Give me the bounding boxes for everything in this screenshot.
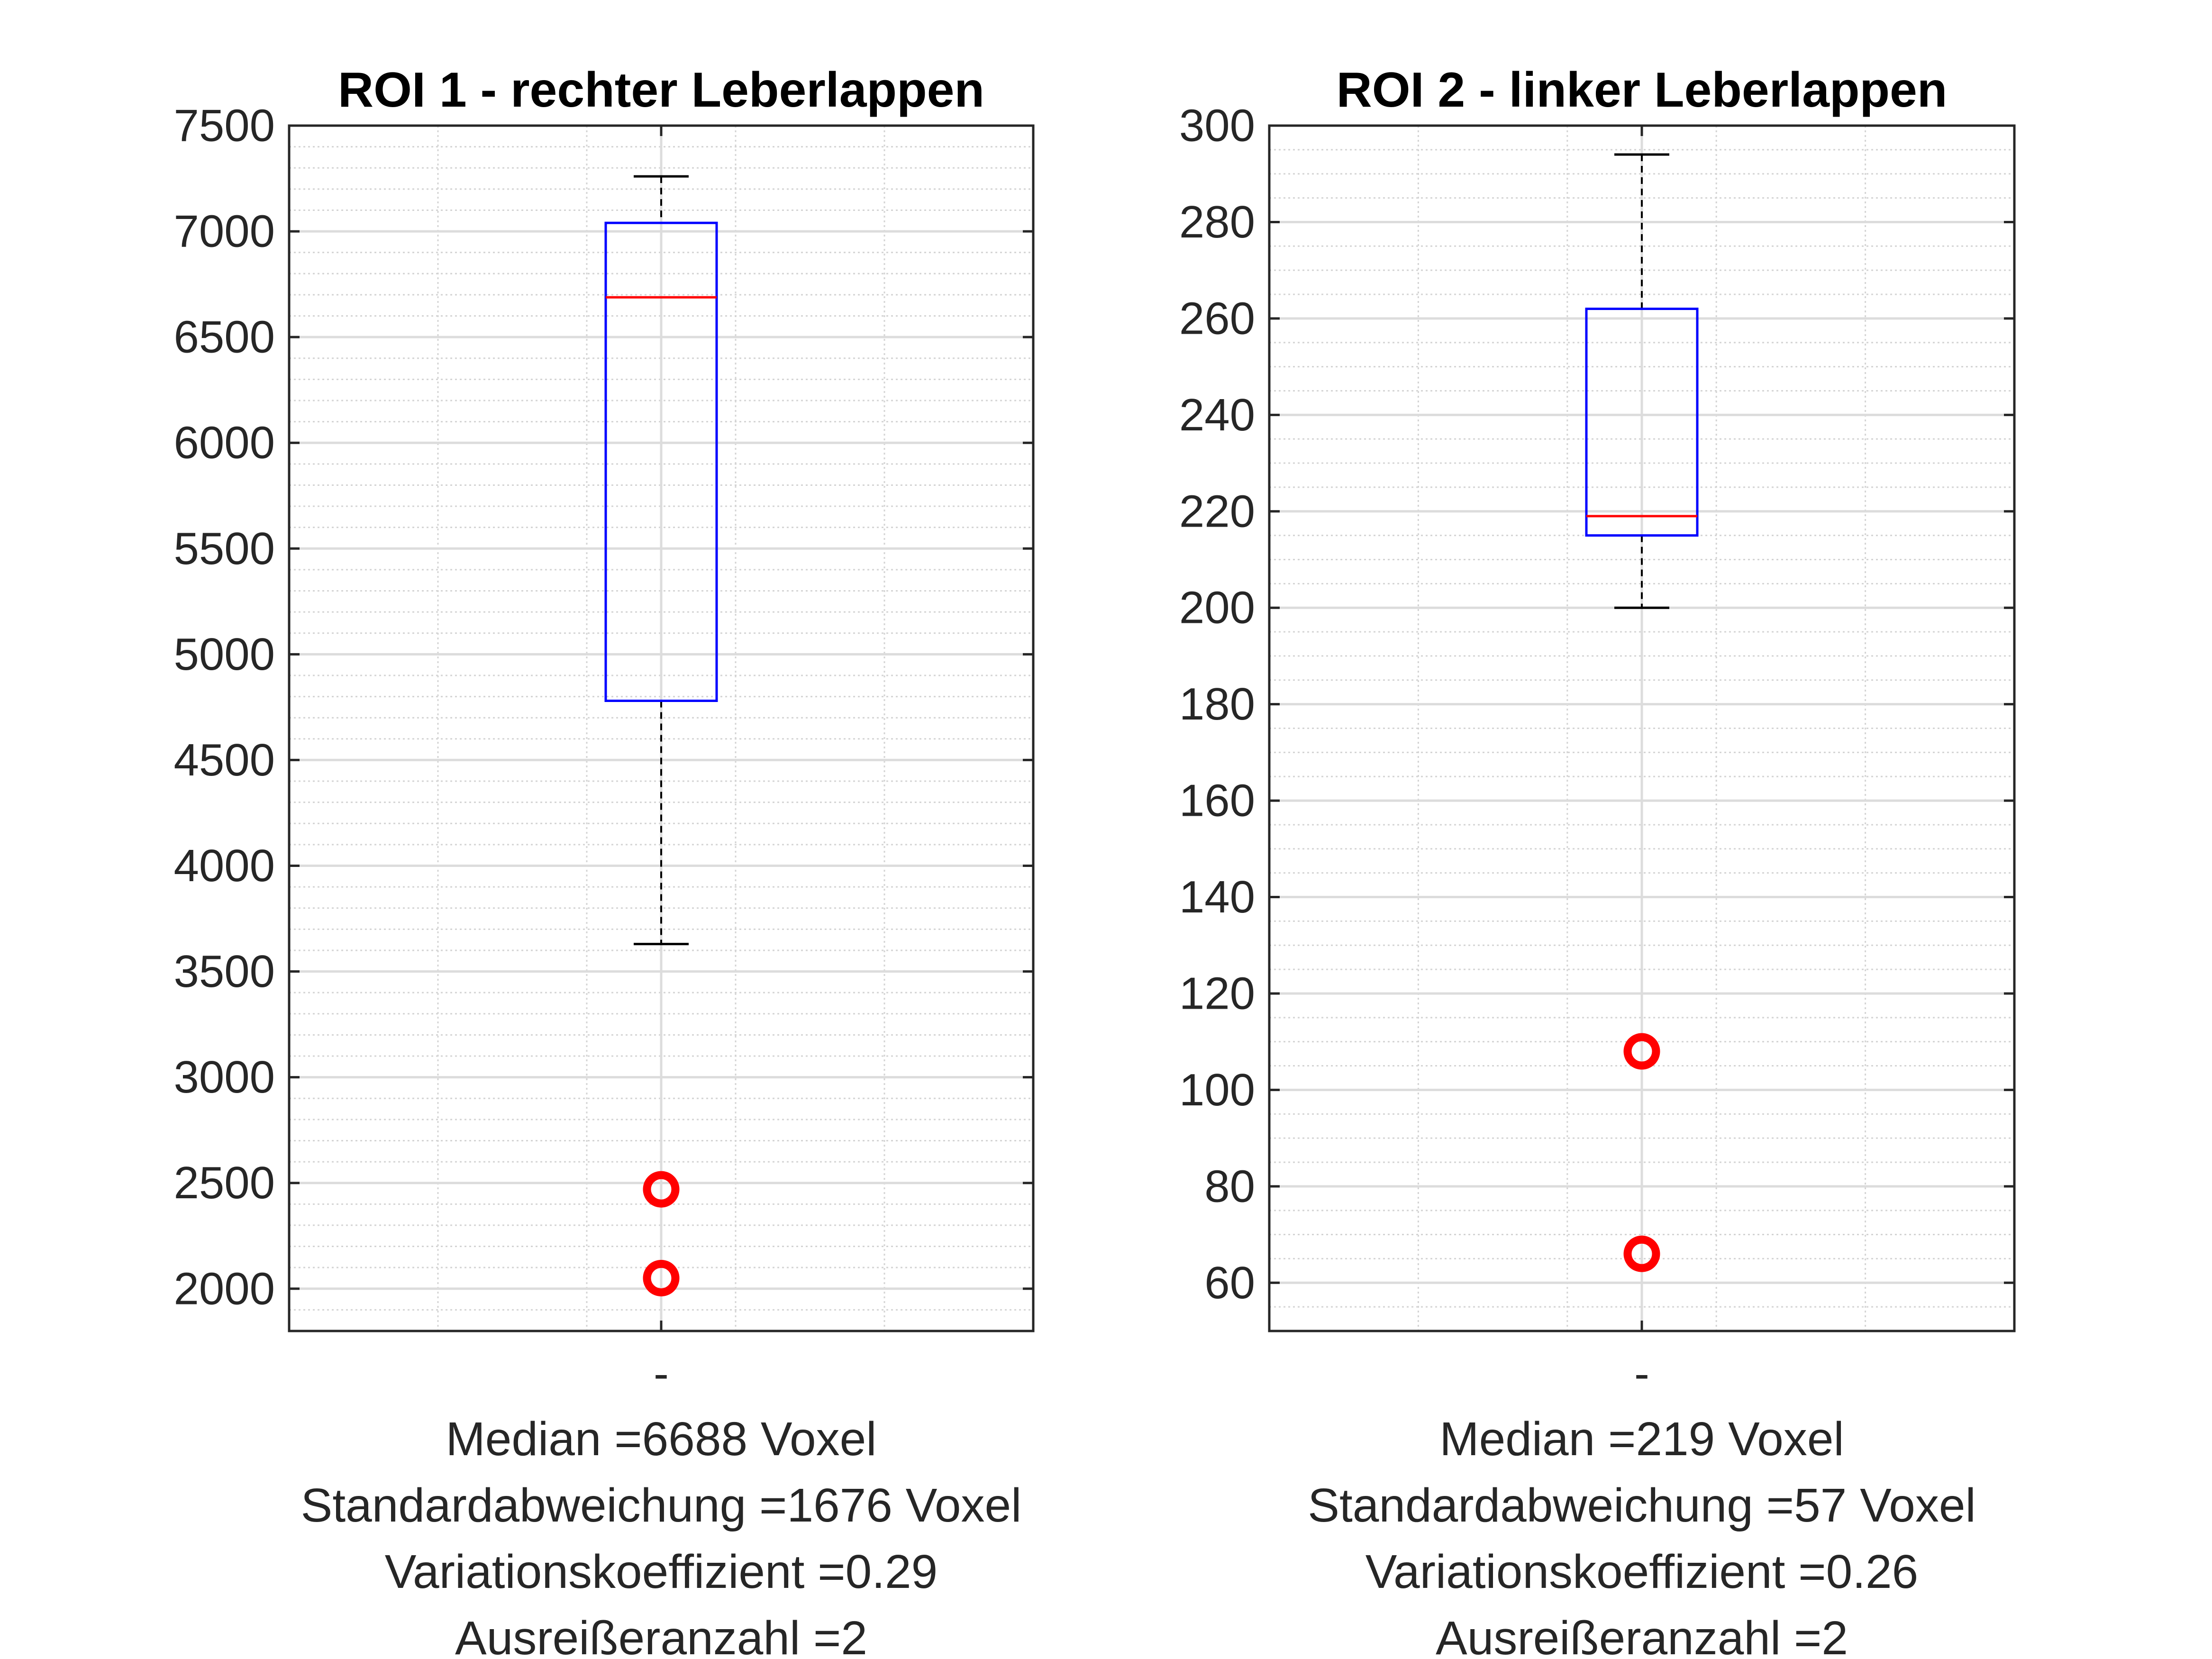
y-axis: 2000 2500 3000 3500 4000 4500 5000 5500 6000 6500… bbox=[173, 100, 1033, 1314]
y-tick-label: 300 bbox=[1179, 100, 1255, 151]
chart-title: ROI 1 - rechter Leberlappen bbox=[338, 63, 984, 118]
y-tick-label: 7500 bbox=[173, 100, 275, 151]
y-tick-label: 160 bbox=[1179, 775, 1255, 826]
y-tick-label: 6000 bbox=[173, 418, 275, 468]
stats-line: Standardabweichung =1676 Voxel bbox=[301, 1479, 1022, 1532]
stats-line: Ausreißeranzahl =2 bbox=[455, 1612, 867, 1659]
y-tick-label: 5000 bbox=[173, 629, 275, 680]
outlier-point bbox=[1623, 1235, 1660, 1272]
statistics: Median =219 Voxel Standardabweichung =57 … bbox=[1308, 1413, 1975, 1659]
stats-line: Median =219 Voxel bbox=[1439, 1413, 1844, 1466]
y-tick-label: 140 bbox=[1179, 872, 1255, 922]
stats-line: Variationskoeffizient =0.26 bbox=[1365, 1545, 1919, 1598]
chart-panel-2: 60 80 100 120 140 160 180 200 220 240 260 280 300 - RO… bbox=[1179, 63, 2016, 1659]
y-tick-label: 60 bbox=[1204, 1258, 1255, 1308]
y-tick-label: 5500 bbox=[173, 523, 275, 574]
x-tick-label: - bbox=[1634, 1348, 1649, 1399]
y-tick-label: 2500 bbox=[173, 1158, 275, 1208]
box-iqr bbox=[604, 221, 718, 702]
outlier-point bbox=[643, 1171, 680, 1208]
stats-line: Standardabweichung =57 Voxel bbox=[1308, 1479, 1975, 1532]
y-tick-label: 3500 bbox=[173, 946, 275, 997]
boxplot bbox=[1585, 153, 1699, 1272]
stats-line: Median =6688 Voxel bbox=[446, 1413, 876, 1466]
y-tick-label: 4000 bbox=[173, 840, 275, 891]
stats-line: Ausreißeranzahl =2 bbox=[1436, 1612, 1848, 1659]
y-tick-label: 7000 bbox=[173, 206, 275, 257]
y-tick-label: 6500 bbox=[173, 312, 275, 363]
y-tick-label: 280 bbox=[1179, 197, 1255, 247]
y-tick-label: 3000 bbox=[173, 1052, 275, 1103]
y-tick-label: 200 bbox=[1179, 583, 1255, 633]
box-iqr bbox=[1585, 308, 1699, 537]
statistics: Median =6688 Voxel Standardabweichung =16… bbox=[301, 1413, 1022, 1659]
stats-line: Variationskoeffizient =0.29 bbox=[385, 1545, 938, 1598]
outlier-point bbox=[643, 1259, 680, 1296]
x-tick-label: - bbox=[654, 1348, 669, 1399]
y-tick-label: 220 bbox=[1179, 486, 1255, 537]
outlier-point bbox=[1623, 1033, 1660, 1070]
y-tick-label: 2000 bbox=[173, 1263, 275, 1314]
y-tick-label: 120 bbox=[1179, 968, 1255, 1019]
y-tick-label: 80 bbox=[1204, 1161, 1255, 1212]
y-tick-label: 260 bbox=[1179, 293, 1255, 344]
chart-panel-1: 2000 2500 3000 3500 4000 4500 5000 5500 6000 6500… bbox=[173, 63, 1035, 1659]
chart-title: ROI 2 - linker Leberlappen bbox=[1337, 63, 1948, 118]
y-tick-label: 240 bbox=[1179, 390, 1255, 440]
y-axis: 60 80 100 120 140 160 180 200 220 240 260 280 300 bbox=[1179, 100, 2014, 1308]
boxplot bbox=[604, 175, 718, 1296]
y-tick-label: 4500 bbox=[173, 735, 275, 785]
y-tick-label: 180 bbox=[1179, 679, 1255, 729]
y-tick-label: 100 bbox=[1179, 1065, 1255, 1115]
